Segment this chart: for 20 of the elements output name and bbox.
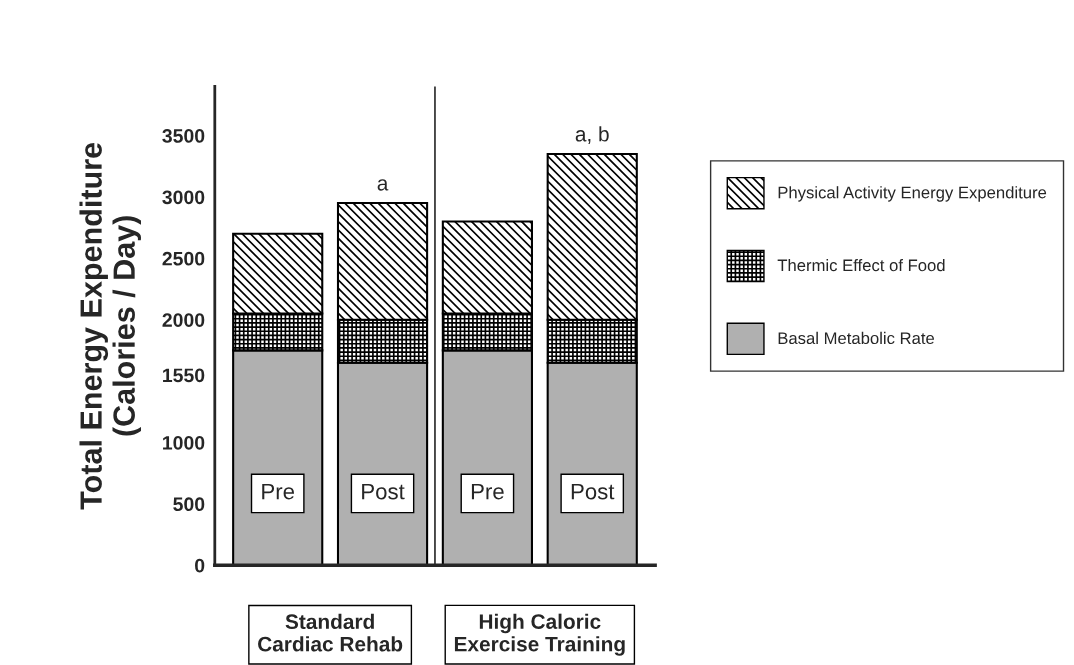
x-tick-label: Pre <box>262 483 295 500</box>
text: Standard Cardiac Rehab <box>258 613 403 652</box>
y-tick-label: 500 <box>173 497 205 512</box>
y-tick-label: 3500 <box>162 129 205 143</box>
y-tick-label: 1000 <box>163 435 205 450</box>
x-tick-label: Pre <box>471 483 504 500</box>
text: High Caloric Exercise Training <box>454 613 625 656</box>
x-tick-label: Post <box>571 483 615 500</box>
legend-label: Basal Metabolic Rate <box>778 331 935 345</box>
y-tick-label: 3000 <box>162 190 205 205</box>
legend-label: Thermic Effect of Food <box>777 259 945 272</box>
y-tick-label: 2500 <box>162 251 205 266</box>
y-tick-label: 0 <box>195 558 205 573</box>
data-label: a, b <box>575 126 609 144</box>
legend-label: Physical Activity Energy Expenditure <box>778 186 1047 202</box>
x-tick-label: Post <box>362 483 405 500</box>
data-label: a <box>377 179 389 191</box>
y-axis-title: Total Energy Expenditure (Calories / Day) <box>79 142 141 510</box>
y-tick-label: 2000 <box>162 313 205 327</box>
y-tick-label: 1550 <box>163 368 205 383</box>
